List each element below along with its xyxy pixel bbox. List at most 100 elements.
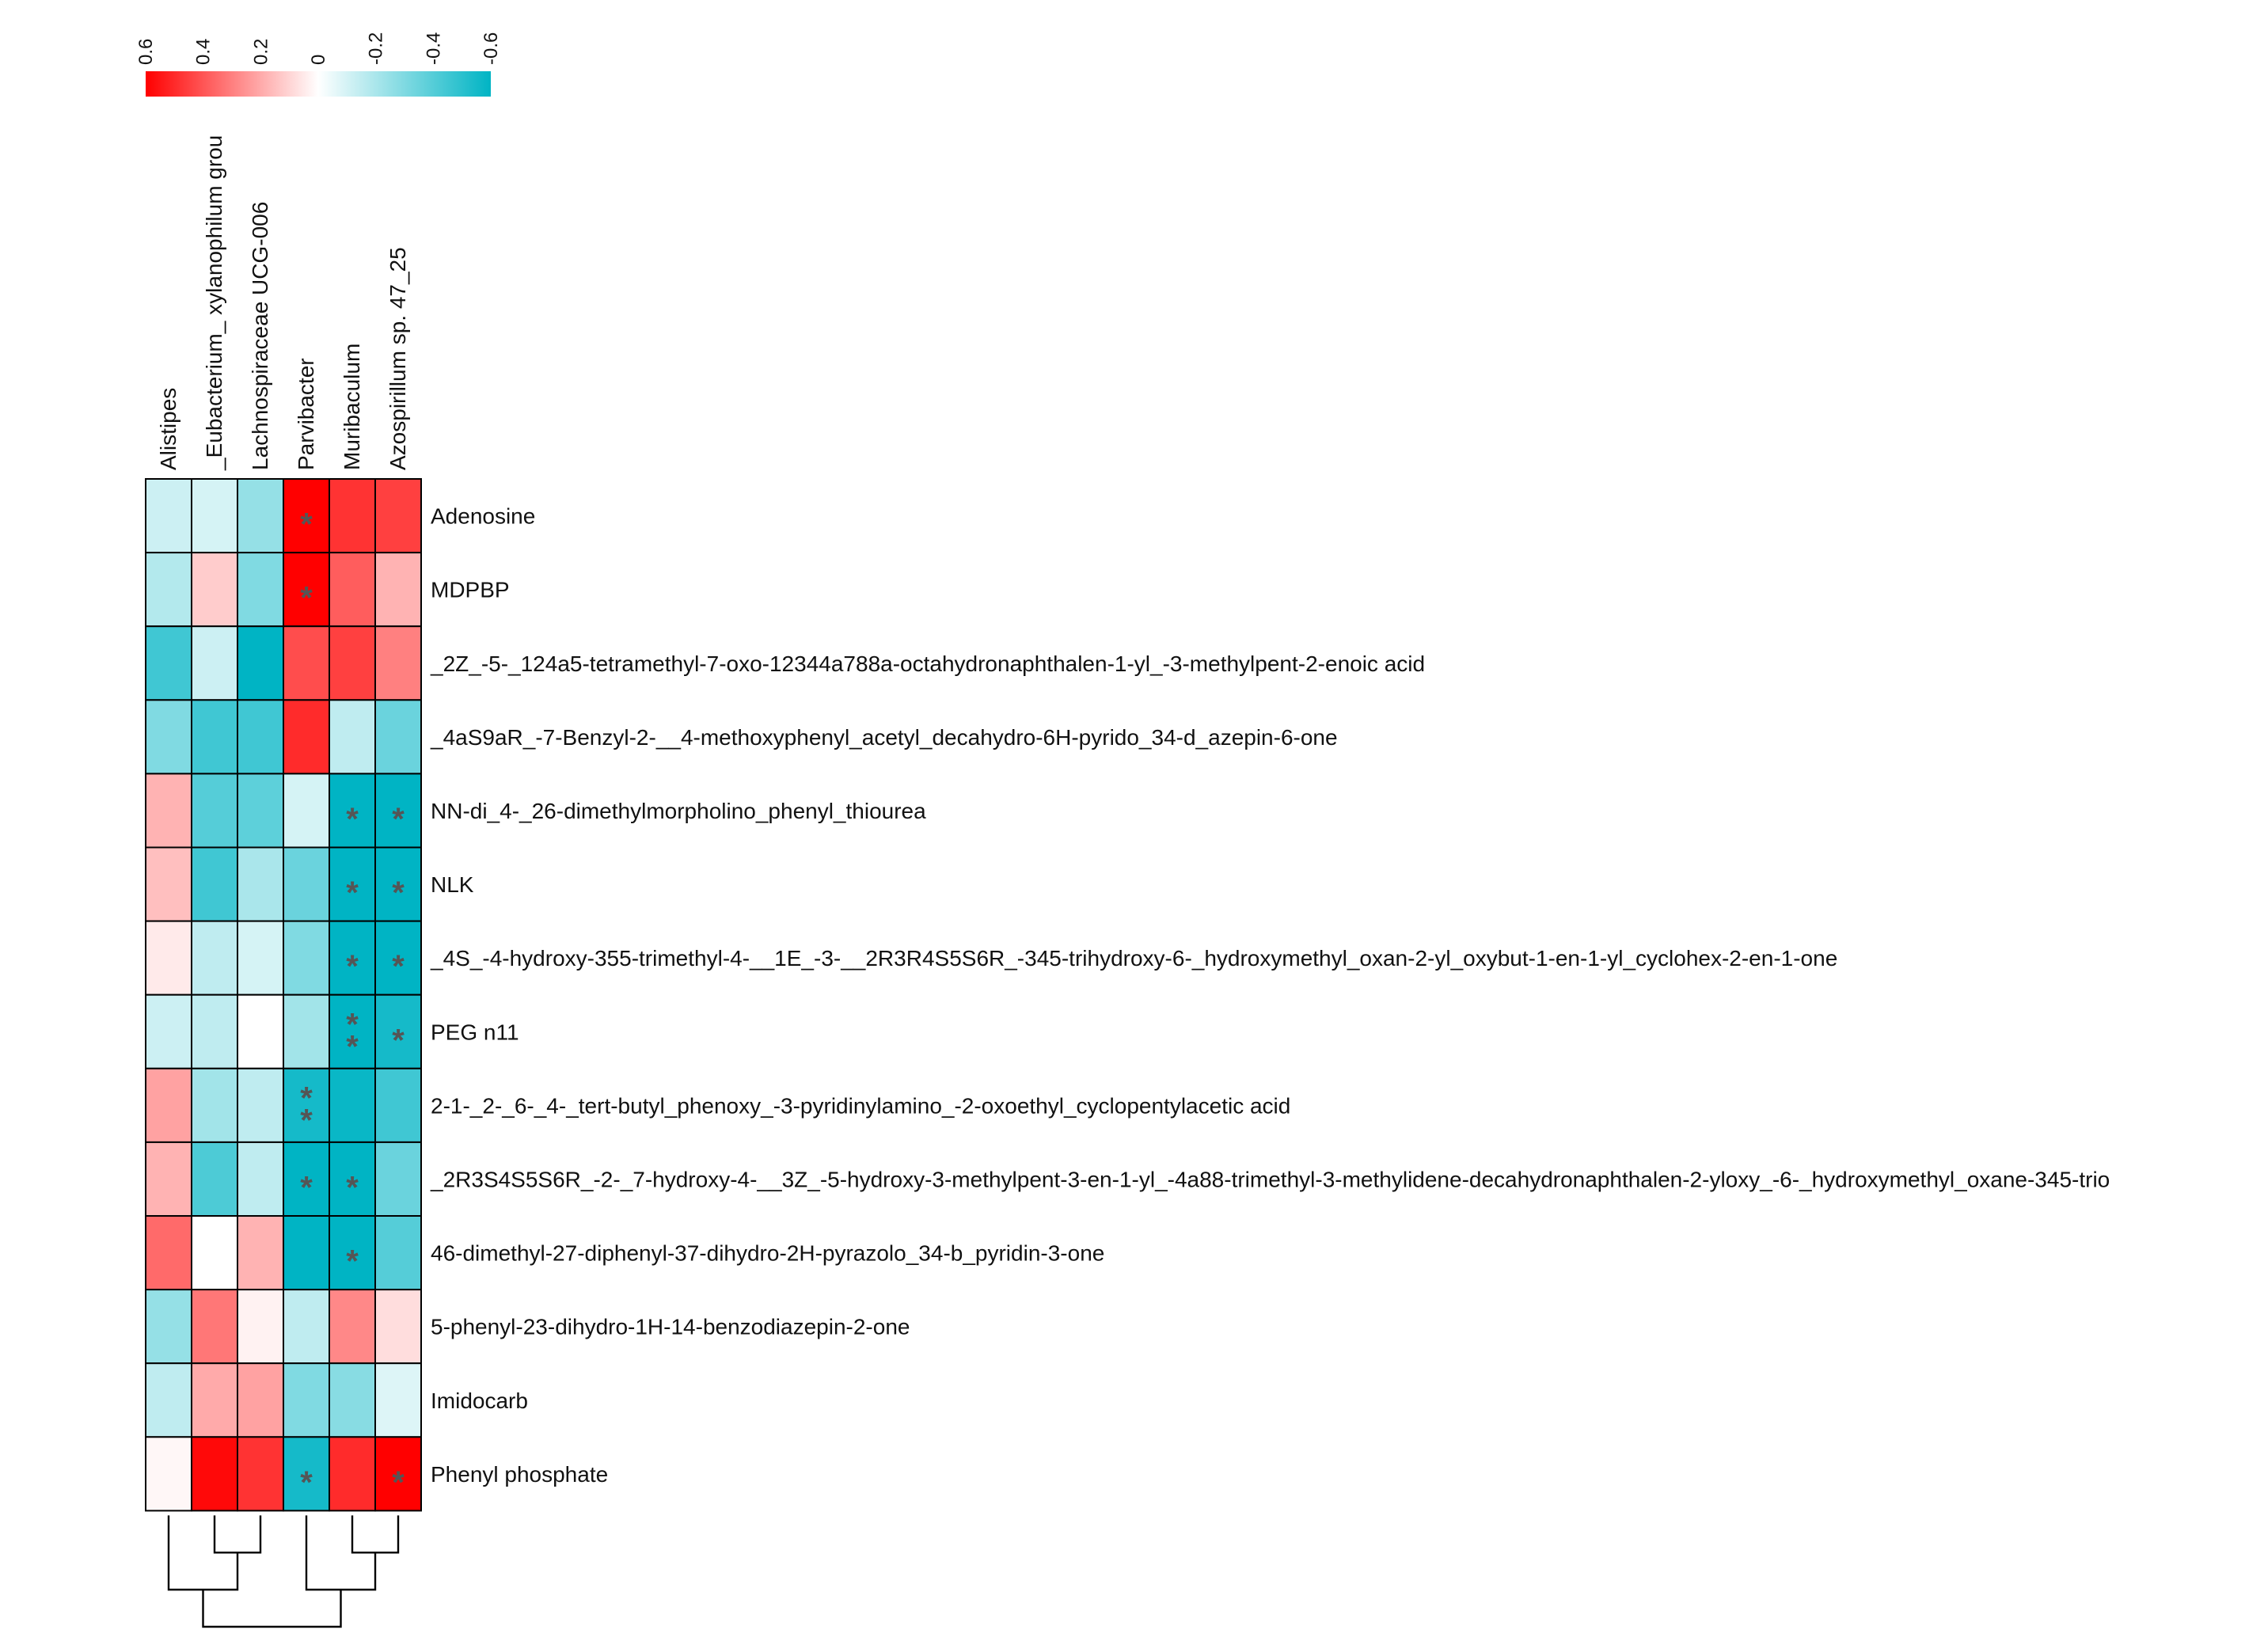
heatmap-cell [191,993,238,1069]
heatmap-cell [145,625,192,701]
row-label: 46-dimethyl-27-diphenyl-37-dihydro-2H-py… [431,1241,1104,1266]
row-label: 2-1-_2-_6-_4-_tert-butyl_phenoxy_-3-pyri… [431,1093,1290,1118]
row-label: Imidocarb [431,1388,528,1413]
heatmap-cell [329,1215,376,1291]
heatmap-cell [191,1215,238,1291]
significance-star: * [300,1103,313,1138]
heatmap-cell [145,1362,192,1438]
heatmap-cell [283,1362,330,1438]
heatmap-cell [329,552,376,628]
heatmap-cell [283,773,330,849]
heatmap-cell [283,699,330,775]
heatmap-cell [191,920,238,996]
heatmap-cell [145,478,192,554]
heatmap-cell [237,478,284,554]
heatmap-cells [145,478,422,1512]
column-label: Azospirillum sp. 47_25 [386,247,410,470]
color-scale-tick-label: -0.2 [366,32,387,65]
column-dendrogram [167,1515,400,1628]
row-label: Adenosine [431,504,535,529]
heatmap-cell [145,552,192,628]
heatmap-cell [374,1436,422,1512]
heatmap-cell [374,1067,422,1143]
color-scale-tick-label: -0.4 [423,32,444,65]
heatmap-cell [237,1436,284,1512]
heatmap-cell [329,1436,376,1512]
color-scale-tick-label: 0.2 [250,39,272,65]
heatmap-cell [283,1215,330,1291]
significance-star: * [392,1023,405,1058]
row-label: NLK [431,872,474,897]
heatmap-cell [145,773,192,849]
column-label: Parvibacter [294,358,318,470]
heatmap-cell [237,773,284,849]
significance-star: * [392,802,405,837]
significance-star: * [346,1170,359,1205]
heatmap-cell [145,920,192,996]
row-label: NN-di_4-_26-dimethylmorpholino_phenyl_th… [431,799,926,823]
significance-star: * [346,949,359,984]
heatmap-cell [191,1289,238,1365]
column-label: Alistipes [156,388,180,470]
heatmap-cell [237,552,284,628]
heatmap-cell [329,1067,376,1143]
column-label: Lachnospiraceae UCG-006 [248,202,272,470]
heatmap-cell [145,699,192,775]
heatmap-cell [191,478,238,554]
heatmap-cell [191,552,238,628]
heatmap-cell [374,993,422,1069]
heatmap-cell [237,625,284,701]
significance-star: * [346,1029,359,1064]
heatmap-cell [374,1289,422,1365]
heatmap-cell [237,699,284,775]
significance-star: * [300,1465,313,1500]
heatmap-cell [191,846,238,922]
row-label: Phenyl phosphate [431,1462,608,1487]
heatmap-cell [237,1215,284,1291]
heatmap-cell [237,1067,284,1143]
significance-markers: *** ** ** *** **** *** * [300,507,405,1500]
row-label: _2Z_-5-_124a5-tetramethyl-7-oxo-12344a78… [430,651,1425,676]
heatmap-cell [145,993,192,1069]
heatmap-cell [237,920,284,996]
heatmap-cell [191,1362,238,1438]
heatmap-cell [374,846,422,922]
row-label: PEG n11 [431,1020,519,1044]
row-label: _4aS9aR_-7-Benzyl-2-__4-methoxyphenyl_ac… [430,725,1338,750]
significance-star: * [392,876,405,910]
heatmap-cell [329,1362,376,1438]
row-label: MDPBP [431,578,510,602]
heatmap-cell [283,920,330,996]
heatmap-cell [237,1141,284,1217]
heatmap-cell [283,1141,330,1217]
heatmap-cell [191,773,238,849]
significance-star: * [300,507,313,542]
row-label: _2R3S4S5S6R_-2-_7-hydroxy-4-__3Z_-5-hydr… [430,1167,2110,1191]
heatmap-cell [145,1215,192,1291]
heatmap-cell [374,478,422,554]
significance-star: * [346,1244,359,1279]
heatmap-cell [374,699,422,775]
heatmap-cell [374,773,422,849]
column-label: _Eubacterium_ xylanophilum grou [202,135,226,471]
significance-star: * [392,949,405,984]
heatmap-cell [283,846,330,922]
color-scale-tick-label: -0.6 [481,32,502,65]
heatmap-cell [237,846,284,922]
heatmap-cell [329,478,376,554]
significance-star: * [300,581,313,616]
column-dendrogram-branch [213,1515,262,1554]
heatmap-cell [145,1141,192,1217]
heatmap-cell [237,993,284,1069]
heatmap-cell [374,1215,422,1291]
heatmap-cell [237,1362,284,1438]
column-labels: Alistipes _Eubacterium_ xylanophilum grou… [156,135,410,471]
column-dendrogram-branch [351,1515,400,1554]
color-scale-tick-label: 0 [308,55,329,65]
color-scale-legend: 0.6 0.4 0.2 0 -0.2 -0.4 -0.6 [135,32,502,97]
significance-star: * [300,1170,313,1205]
heatmap-cell [283,993,330,1069]
heatmap-cell [145,1436,192,1512]
color-scale-tick-label: 0.4 [193,39,215,65]
